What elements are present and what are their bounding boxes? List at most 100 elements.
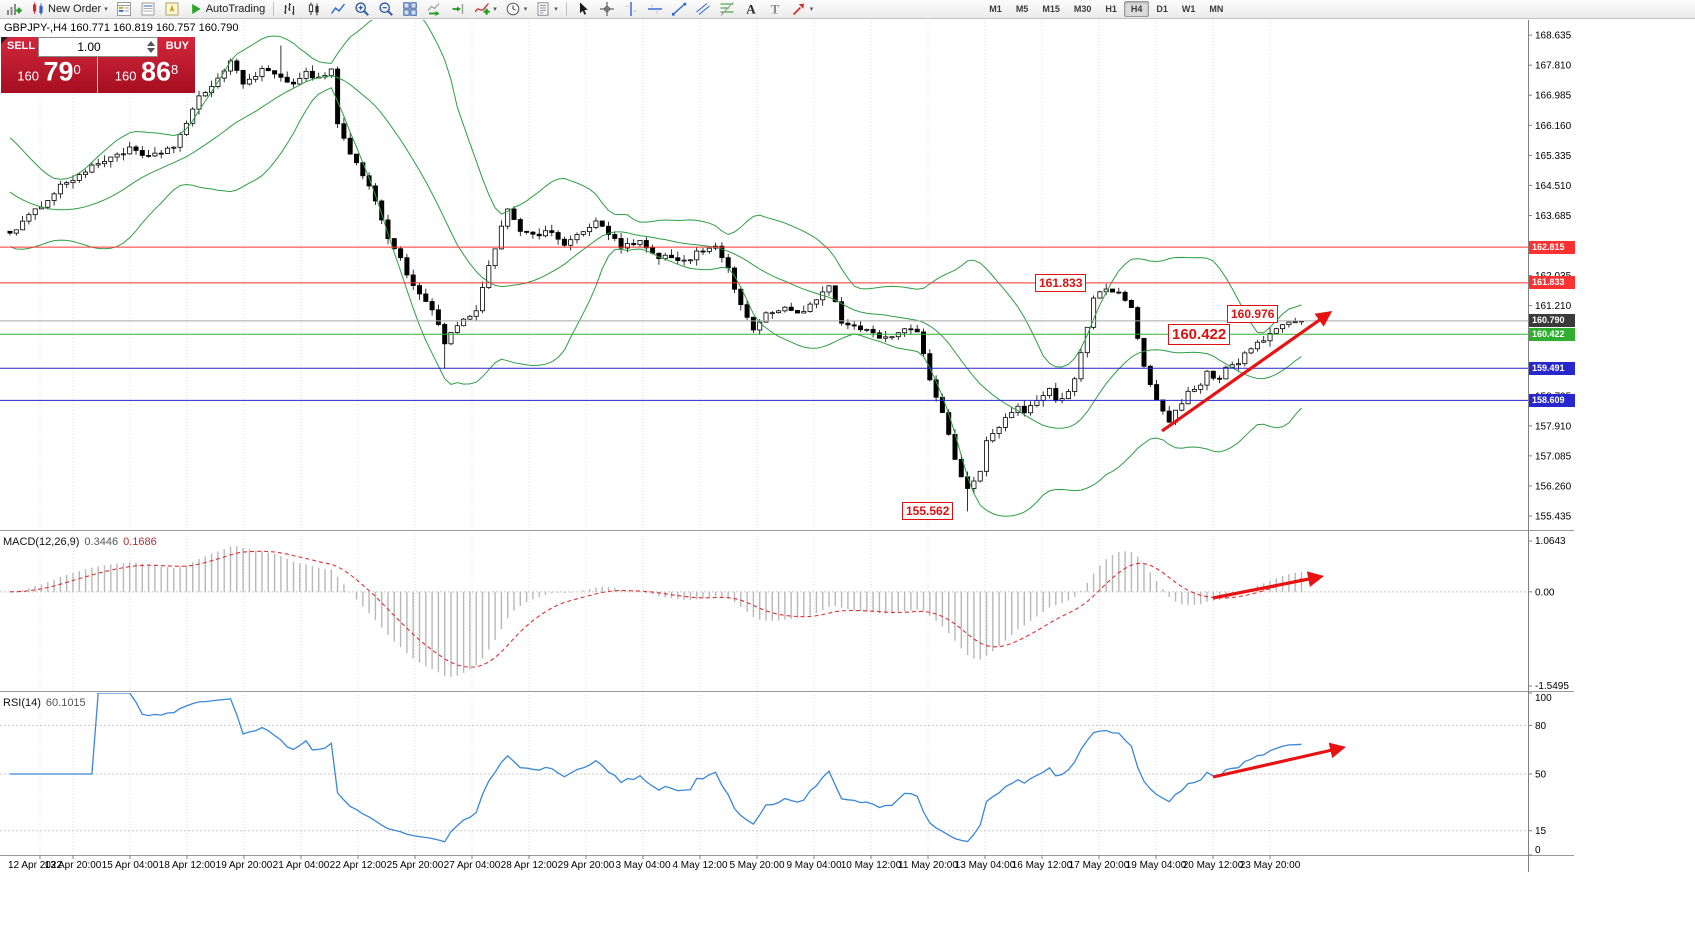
crosshair-button[interactable] <box>595 0 619 18</box>
timeframe-w1-button[interactable]: W1 <box>1181 4 1196 14</box>
templates-icon <box>535 1 551 17</box>
data-window-button[interactable] <box>136 0 160 18</box>
timeframe-d1-button[interactable]: D1 <box>1156 4 1168 14</box>
text-icon: A <box>743 1 759 17</box>
autotrading-button[interactable]: AutoTrading <box>184 0 270 18</box>
toolbar-separator <box>565 2 567 16</box>
svg-text:18 Apr 12:00: 18 Apr 12:00 <box>159 860 216 871</box>
timeframe-m5-button[interactable]: M5 <box>1015 4 1029 14</box>
market-watch-button[interactable] <box>112 0 136 18</box>
grid-lines <box>0 20 1528 855</box>
new-order-label: New Order <box>48 3 102 15</box>
svg-text:1.0643: 1.0643 <box>1535 536 1566 547</box>
autotrading-icon <box>188 1 204 17</box>
rsi-line <box>10 693 1302 843</box>
svg-text:19 May 04:00: 19 May 04:00 <box>1126 860 1187 871</box>
svg-text:0: 0 <box>1535 845 1541 856</box>
toolbar: New Order ▾ AutoTrading ▾ ▾ ▾ A T ▾ M1 M5 M15 M30 H1 H… <box>0 0 1695 19</box>
svg-text:10 May 12:00: 10 May 12:00 <box>841 860 902 871</box>
svg-text:27 Apr 04:00: 27 Apr 04:00 <box>444 860 501 871</box>
bar-chart-icon <box>282 1 298 17</box>
svg-text:155.435: 155.435 <box>1535 511 1572 522</box>
trend-arrows[interactable] <box>1161 311 1346 779</box>
trend-arrow-macd[interactable] <box>1212 571 1325 600</box>
svg-text:15 Apr 04:00: 15 Apr 04:00 <box>102 860 159 871</box>
svg-text:12 Apr 2022: 12 Apr 2022 <box>8 860 62 871</box>
timeframe-m15-button[interactable]: M15 <box>1042 4 1060 14</box>
new-order-button[interactable]: New Order ▾ <box>26 0 112 18</box>
bollinger-bands <box>9 20 1302 517</box>
svg-text:162.860: 162.860 <box>1535 241 1572 252</box>
equidistant-channel-icon <box>695 1 711 17</box>
templates-button[interactable]: ▾ <box>531 0 562 18</box>
tile-windows-button[interactable] <box>398 0 422 18</box>
svg-text:165.335: 165.335 <box>1535 151 1572 162</box>
bar-chart-button[interactable] <box>278 0 302 18</box>
zoom-out-button[interactable] <box>374 0 398 18</box>
svg-text:29 Apr 20:00: 29 Apr 20:00 <box>558 860 615 871</box>
periods-icon <box>505 1 521 17</box>
svg-text:22 Apr 12:00: 22 Apr 12:00 <box>330 860 387 871</box>
svg-text:19 Apr 20:00: 19 Apr 20:00 <box>216 860 273 871</box>
trend-arrow-main[interactable] <box>1161 311 1333 433</box>
fibonacci-button[interactable] <box>715 0 739 18</box>
horizontal-lines[interactable] <box>0 246 1528 401</box>
candlestick-chart-icon <box>306 1 322 17</box>
svg-text:168.635: 168.635 <box>1535 31 1572 42</box>
svg-text:166.985: 166.985 <box>1535 91 1572 102</box>
svg-text:163.685: 163.685 <box>1535 211 1572 222</box>
autotrading-label: AutoTrading <box>205 3 266 15</box>
svg-text:157.085: 157.085 <box>1535 451 1572 462</box>
auto-scroll-button[interactable] <box>422 0 446 18</box>
svg-text:-1.5495: -1.5495 <box>1535 681 1569 692</box>
periods-button[interactable]: ▾ <box>501 0 532 18</box>
svg-text:A: A <box>746 2 756 17</box>
svg-text:15: 15 <box>1535 826 1547 837</box>
new-chart-button[interactable] <box>2 0 26 18</box>
candlestick-chart-button[interactable] <box>302 0 326 18</box>
arrows-button[interactable]: ▾ <box>787 0 818 18</box>
chart-shift-button[interactable] <box>446 0 470 18</box>
vertical-line-icon <box>623 1 639 17</box>
navigator-icon <box>164 1 180 17</box>
cursor-icon <box>575 1 591 17</box>
text-label-icon: T <box>767 1 783 17</box>
timeframe-m1-button[interactable]: M1 <box>989 4 1002 14</box>
svg-text:50: 50 <box>1535 770 1547 781</box>
vertical-line-button[interactable] <box>619 0 643 18</box>
trendline-button[interactable] <box>667 0 691 18</box>
timeframe-h1-button[interactable]: H1 <box>1105 4 1117 14</box>
navigator-button[interactable] <box>160 0 184 18</box>
timeframe-mn-button[interactable]: MN <box>1209 4 1224 14</box>
svg-text:11 May 20:00: 11 May 20:00 <box>898 860 958 871</box>
macd-histogram <box>9 546 1303 677</box>
toolbar-separator <box>273 2 275 16</box>
zoom-out-icon <box>378 1 394 17</box>
svg-text:162.035: 162.035 <box>1535 271 1572 282</box>
dropdown-caret-icon: ▾ <box>523 6 528 13</box>
timeframe-m30-button[interactable]: M30 <box>1073 4 1092 14</box>
text-label-button[interactable]: T <box>763 0 787 18</box>
horizontal-line-button[interactable] <box>643 0 667 18</box>
svg-text:23 May 20:00: 23 May 20:00 <box>1240 860 1301 871</box>
zoom-in-button[interactable] <box>350 0 374 18</box>
timeframe-h4-button[interactable]: H4 <box>1123 1 1150 17</box>
equidistant-channel-button[interactable] <box>691 0 715 18</box>
axes[interactable]: 168.635 167.810 166.985 166.160 165.335 164.5… <box>0 20 1574 872</box>
svg-text:4 May 12:00: 4 May 12:00 <box>672 860 727 871</box>
crosshair-icon <box>599 1 615 17</box>
indicators-button[interactable]: ▾ <box>470 0 501 18</box>
cursor-button[interactable] <box>571 0 595 18</box>
svg-text:20 May 12:00: 20 May 12:00 <box>1183 860 1244 871</box>
tile-windows-icon <box>402 1 418 17</box>
svg-text:T: T <box>770 2 779 17</box>
text-button[interactable]: A <box>739 0 763 18</box>
data-window-icon <box>140 1 156 17</box>
candlestick-series <box>7 45 1305 512</box>
dropdown-caret-icon: ▾ <box>554 6 558 13</box>
svg-text:164.510: 164.510 <box>1535 181 1572 192</box>
svg-text:160.385: 160.385 <box>1535 331 1572 342</box>
line-chart-button[interactable] <box>326 0 350 18</box>
trend-arrow-rsi[interactable] <box>1212 742 1346 779</box>
